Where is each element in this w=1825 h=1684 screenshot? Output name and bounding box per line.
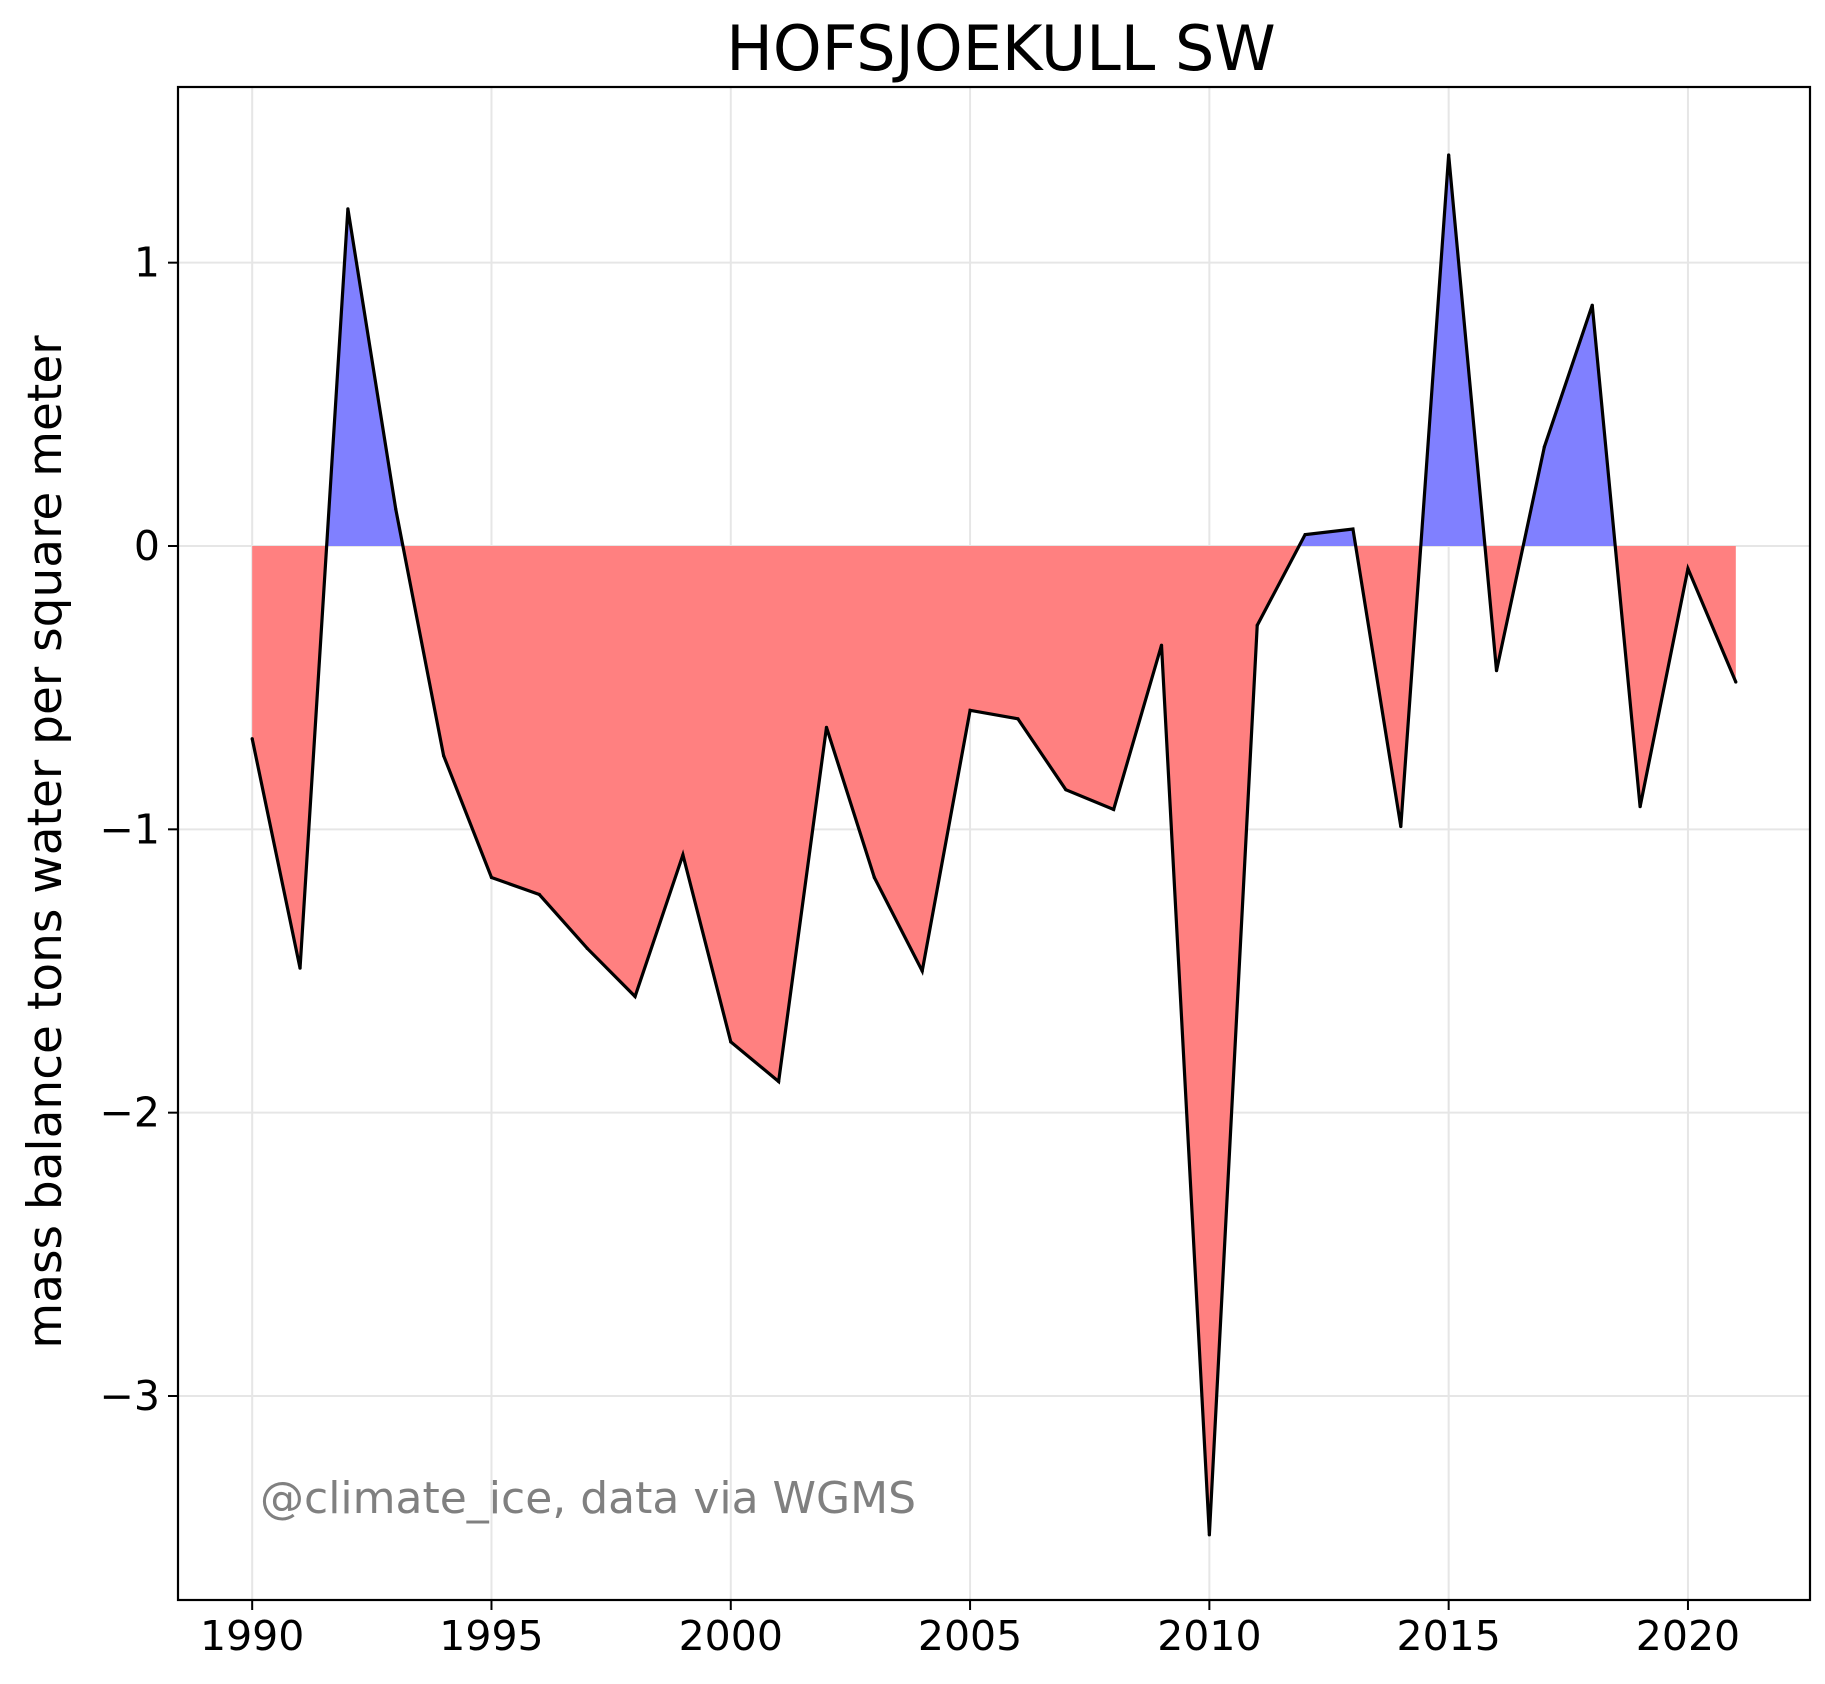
- x-tick-label: 2020: [1636, 1612, 1740, 1660]
- x-axis: 1990 1995 2000 2005 2010 2015 2020: [200, 1600, 1740, 1660]
- negative-balance-fill: [252, 546, 1736, 1535]
- data-point-2008: [1112, 807, 1116, 812]
- data-point-2020: [1686, 567, 1690, 571]
- y-tick-label: −1: [100, 805, 160, 853]
- chart-title: HOFSJOEKULL SW: [726, 12, 1275, 85]
- data-point-1998: [633, 994, 637, 999]
- data-point-2007: [1064, 788, 1068, 792]
- y-axis: 1 0 −1 −2 −3: [100, 239, 178, 1420]
- data-point-2018: [1590, 303, 1594, 307]
- data-point-2021: [1734, 680, 1738, 684]
- data-point-2017: [1542, 445, 1546, 449]
- data-point-1995: [489, 875, 494, 880]
- y-tick-label: −3: [100, 1372, 160, 1420]
- data-point-1993: [394, 507, 398, 511]
- data-point-1990: [250, 737, 254, 741]
- data-point-2003: [872, 875, 876, 880]
- mass-balance-series-line: [250, 154, 1738, 1535]
- x-tick-label: 1990: [200, 1612, 304, 1660]
- data-point-1992: [346, 207, 350, 211]
- data-point-2010: [1207, 1533, 1211, 1537]
- data-point-2019: [1638, 805, 1642, 809]
- y-tick-label: 1: [134, 239, 160, 287]
- data-point-2009: [1159, 643, 1164, 647]
- y-axis-label: mass balance tons water per square meter: [18, 335, 73, 1349]
- data-point-2011: [1255, 623, 1259, 627]
- data-point-1991: [298, 966, 302, 970]
- data-point-1997: [585, 946, 589, 950]
- data-point-1996: [537, 892, 541, 897]
- x-tick-label: 2005: [918, 1612, 1022, 1660]
- source-annotation: @climate_ice, data via WGMS: [260, 1473, 916, 1524]
- data-point-2002: [824, 725, 829, 729]
- data-point-2004: [920, 969, 924, 973]
- data-point-2016: [1494, 669, 1499, 673]
- plot-area-frame: [176, 85, 1812, 1602]
- data-point-2014: [1399, 824, 1403, 829]
- x-tick-label: 2000: [679, 1612, 783, 1660]
- data-point-2015: [1447, 153, 1451, 157]
- data-point-1994: [442, 754, 446, 758]
- y-tick-label: −2: [100, 1089, 160, 1137]
- y-tick-label: 0: [134, 522, 160, 570]
- x-tick-label: 2010: [1157, 1612, 1261, 1660]
- x-tick-label: 2015: [1396, 1612, 1500, 1660]
- x-tick-label: 1995: [439, 1612, 543, 1660]
- data-point-1999: [681, 853, 685, 857]
- data-point-2012: [1303, 533, 1307, 537]
- data-points: [250, 153, 1738, 1537]
- data-point-2000: [729, 1040, 733, 1044]
- series-line-group: [250, 154, 1738, 1535]
- data-point-2006: [1016, 717, 1020, 721]
- area-fills: [252, 155, 1736, 1535]
- positive-balance-fill: [252, 155, 1736, 546]
- data-point-2001: [777, 1079, 781, 1084]
- data-point-2013: [1351, 527, 1355, 531]
- data-point-2005: [968, 708, 972, 712]
